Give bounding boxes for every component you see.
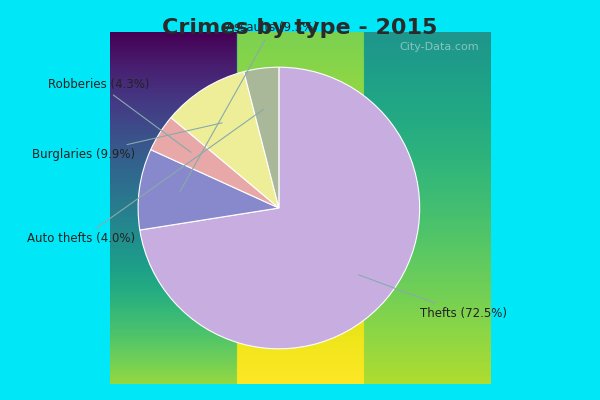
Wedge shape (244, 67, 279, 208)
Text: Robberies (4.3%): Robberies (4.3%) (48, 78, 191, 152)
Text: Crimes by type - 2015: Crimes by type - 2015 (163, 18, 437, 38)
Wedge shape (138, 150, 279, 230)
Text: Auto thefts (4.0%): Auto thefts (4.0%) (27, 109, 264, 246)
Wedge shape (140, 67, 419, 349)
Text: Thefts (72.5%): Thefts (72.5%) (359, 275, 506, 320)
Text: Burglaries (9.9%): Burglaries (9.9%) (32, 123, 222, 161)
Text: City-Data.com: City-Data.com (399, 42, 479, 52)
Wedge shape (171, 72, 279, 208)
Wedge shape (151, 118, 279, 208)
Text: Assaults (9.3%): Assaults (9.3%) (180, 21, 318, 192)
